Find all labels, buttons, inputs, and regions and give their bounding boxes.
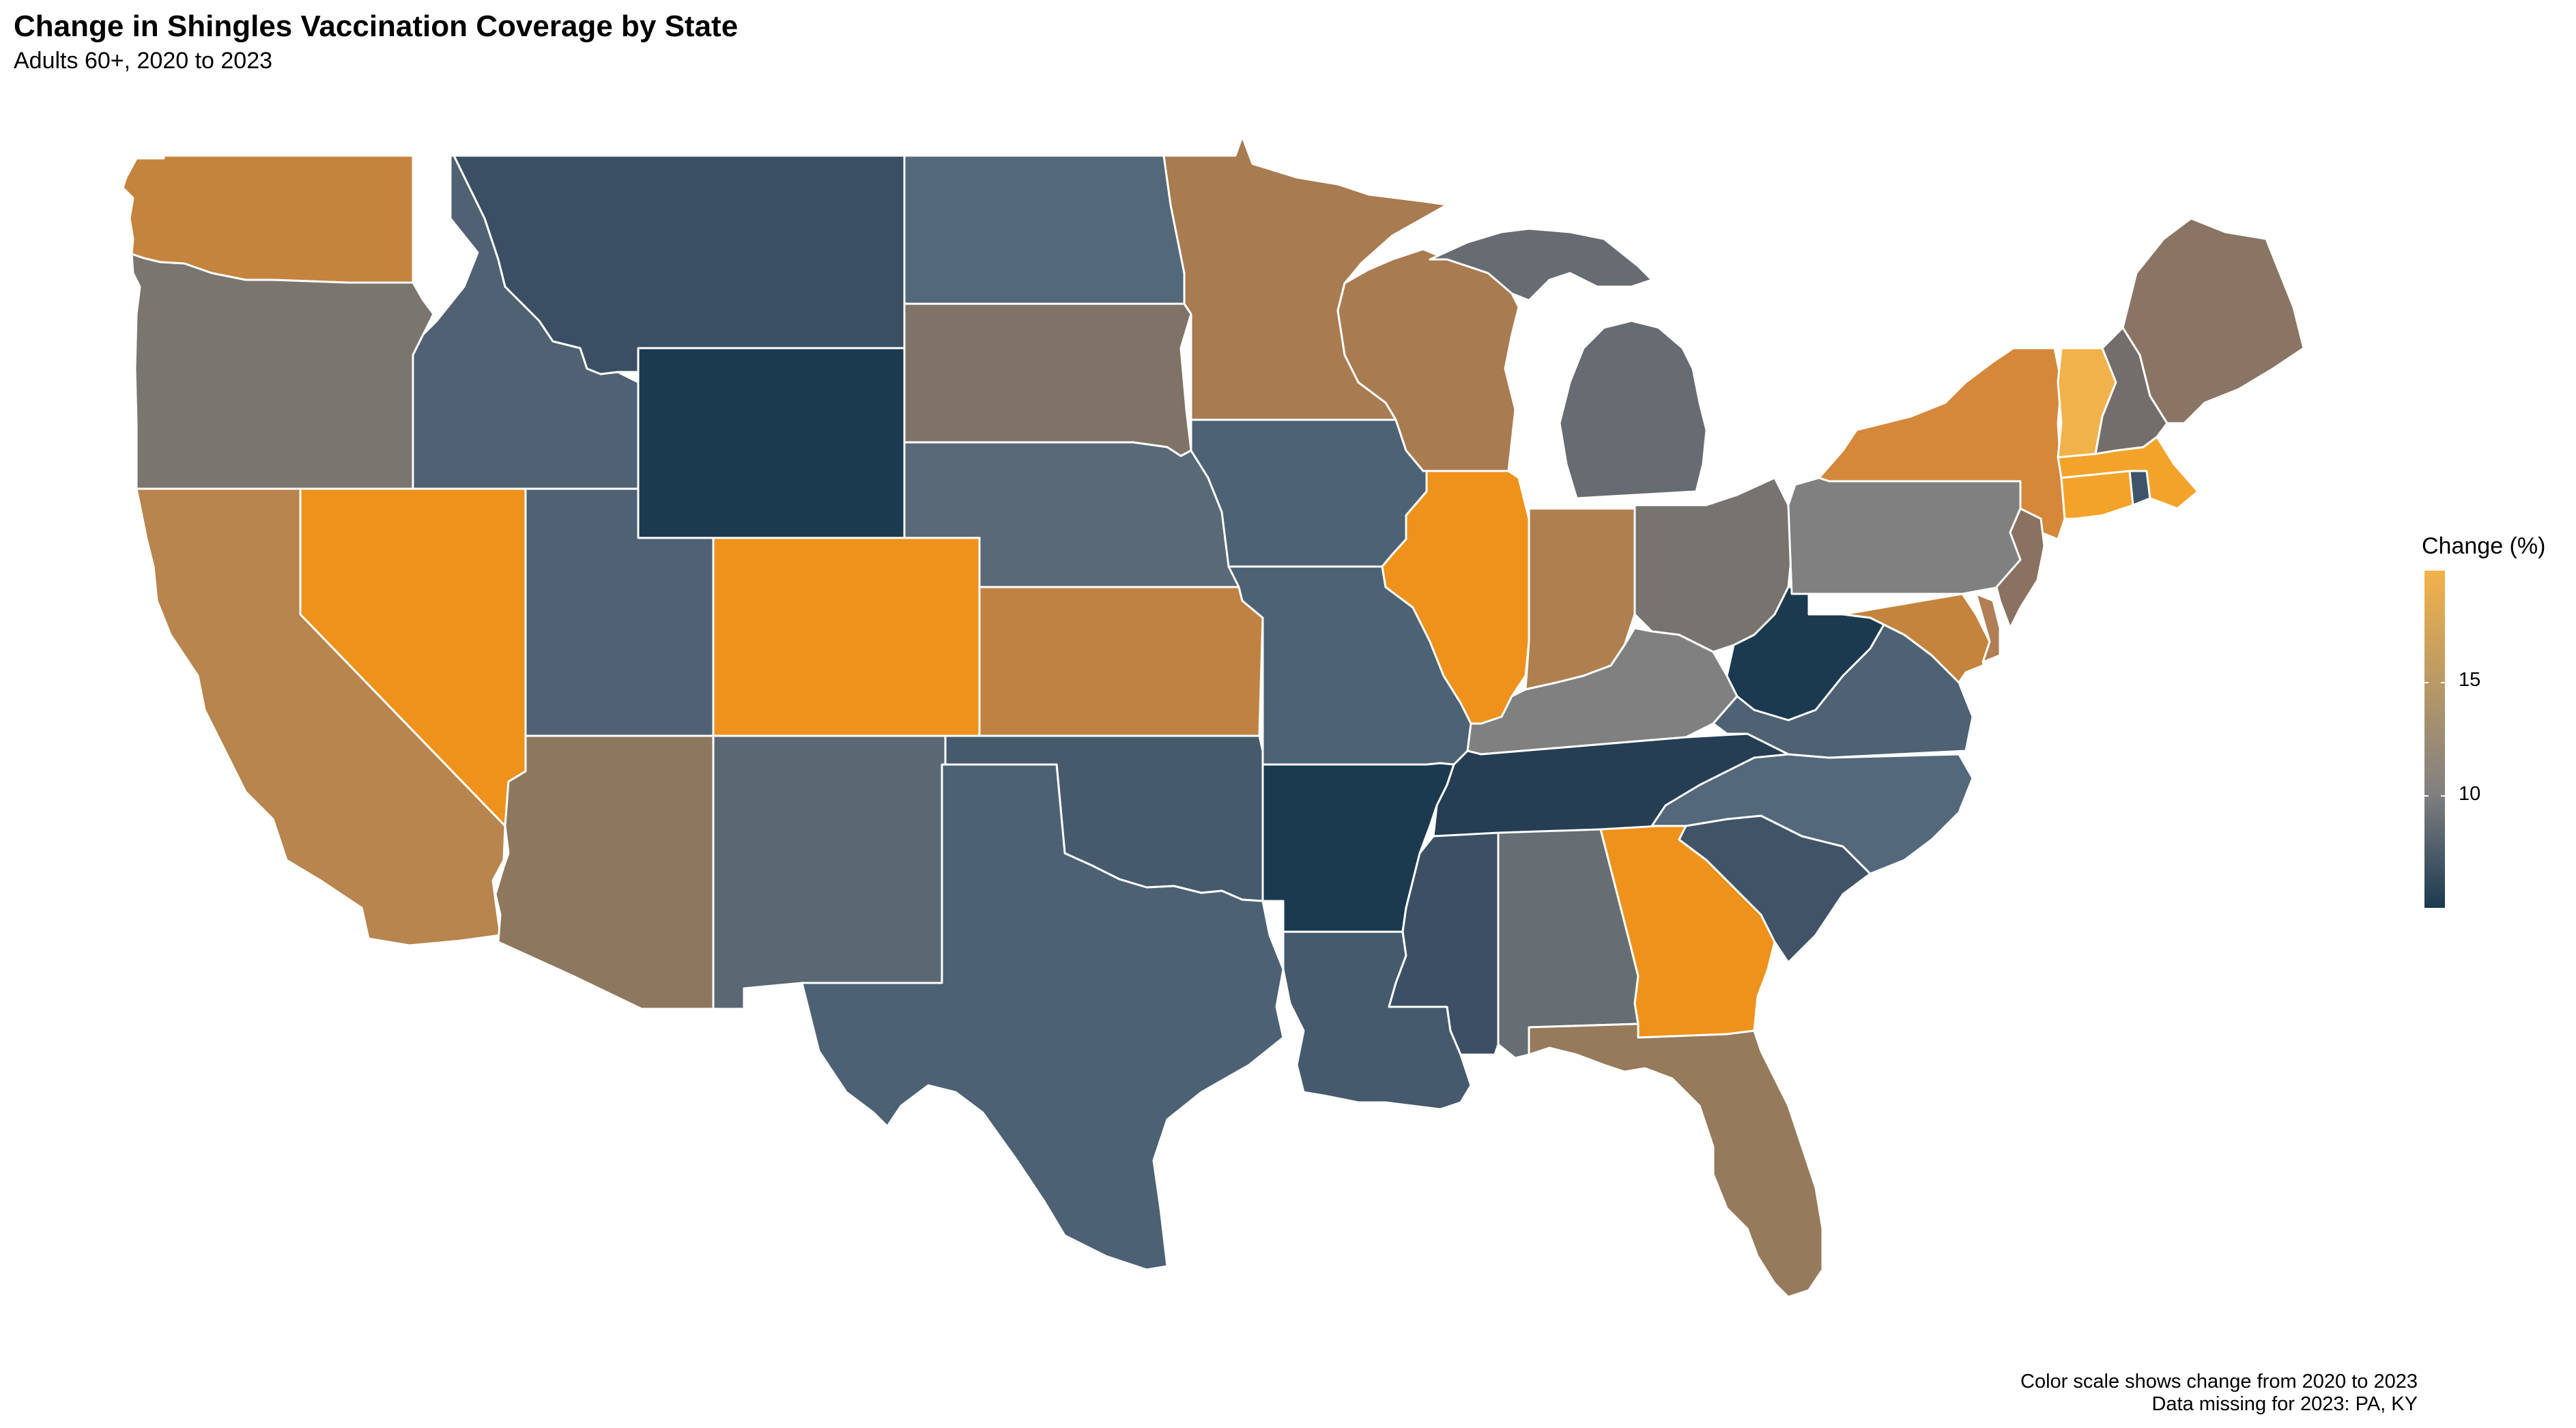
chart-title: Change in Shingles Vaccination Coverage …	[14, 10, 739, 43]
caption-line-1: Color scale shows change from 2020 to 20…	[2020, 1371, 2418, 1393]
state-nm	[712, 734, 947, 1010]
state-nj	[1995, 507, 2046, 629]
state-ca	[135, 487, 506, 947]
chart-subtitle: Adults 60+, 2020 to 2023	[14, 48, 273, 74]
legend-tick-15: 15	[2459, 669, 2481, 691]
caption-line-2: Data missing for 2023: PA, KY	[2151, 1393, 2418, 1416]
state-pa	[1787, 476, 2022, 595]
state-wi	[1336, 248, 1520, 472]
state-or	[130, 253, 435, 490]
state-co	[712, 537, 981, 737]
state-tx	[801, 763, 1285, 1271]
state-me	[2121, 217, 2305, 425]
chart-caption: Color scale shows change from 2020 to 20…	[2020, 1371, 2418, 1416]
state-ks	[978, 586, 1264, 737]
state-fl	[1528, 1023, 1824, 1298]
state-sd	[903, 302, 1192, 457]
state-ia	[1190, 418, 1428, 568]
legend-title: Change (%)	[2422, 533, 2546, 559]
state-nc	[1650, 753, 1974, 875]
state-nd	[903, 154, 1186, 305]
state-ky	[1466, 627, 1738, 756]
state-az	[494, 734, 715, 1010]
state-mi	[1429, 227, 1708, 500]
state-ms	[1388, 831, 1500, 1056]
legend-color-bar	[2424, 571, 2445, 908]
state-de	[1975, 592, 2001, 663]
state-wy	[637, 347, 906, 539]
state-md	[1842, 592, 1991, 684]
legend-tick-10: 10	[2459, 783, 2481, 805]
